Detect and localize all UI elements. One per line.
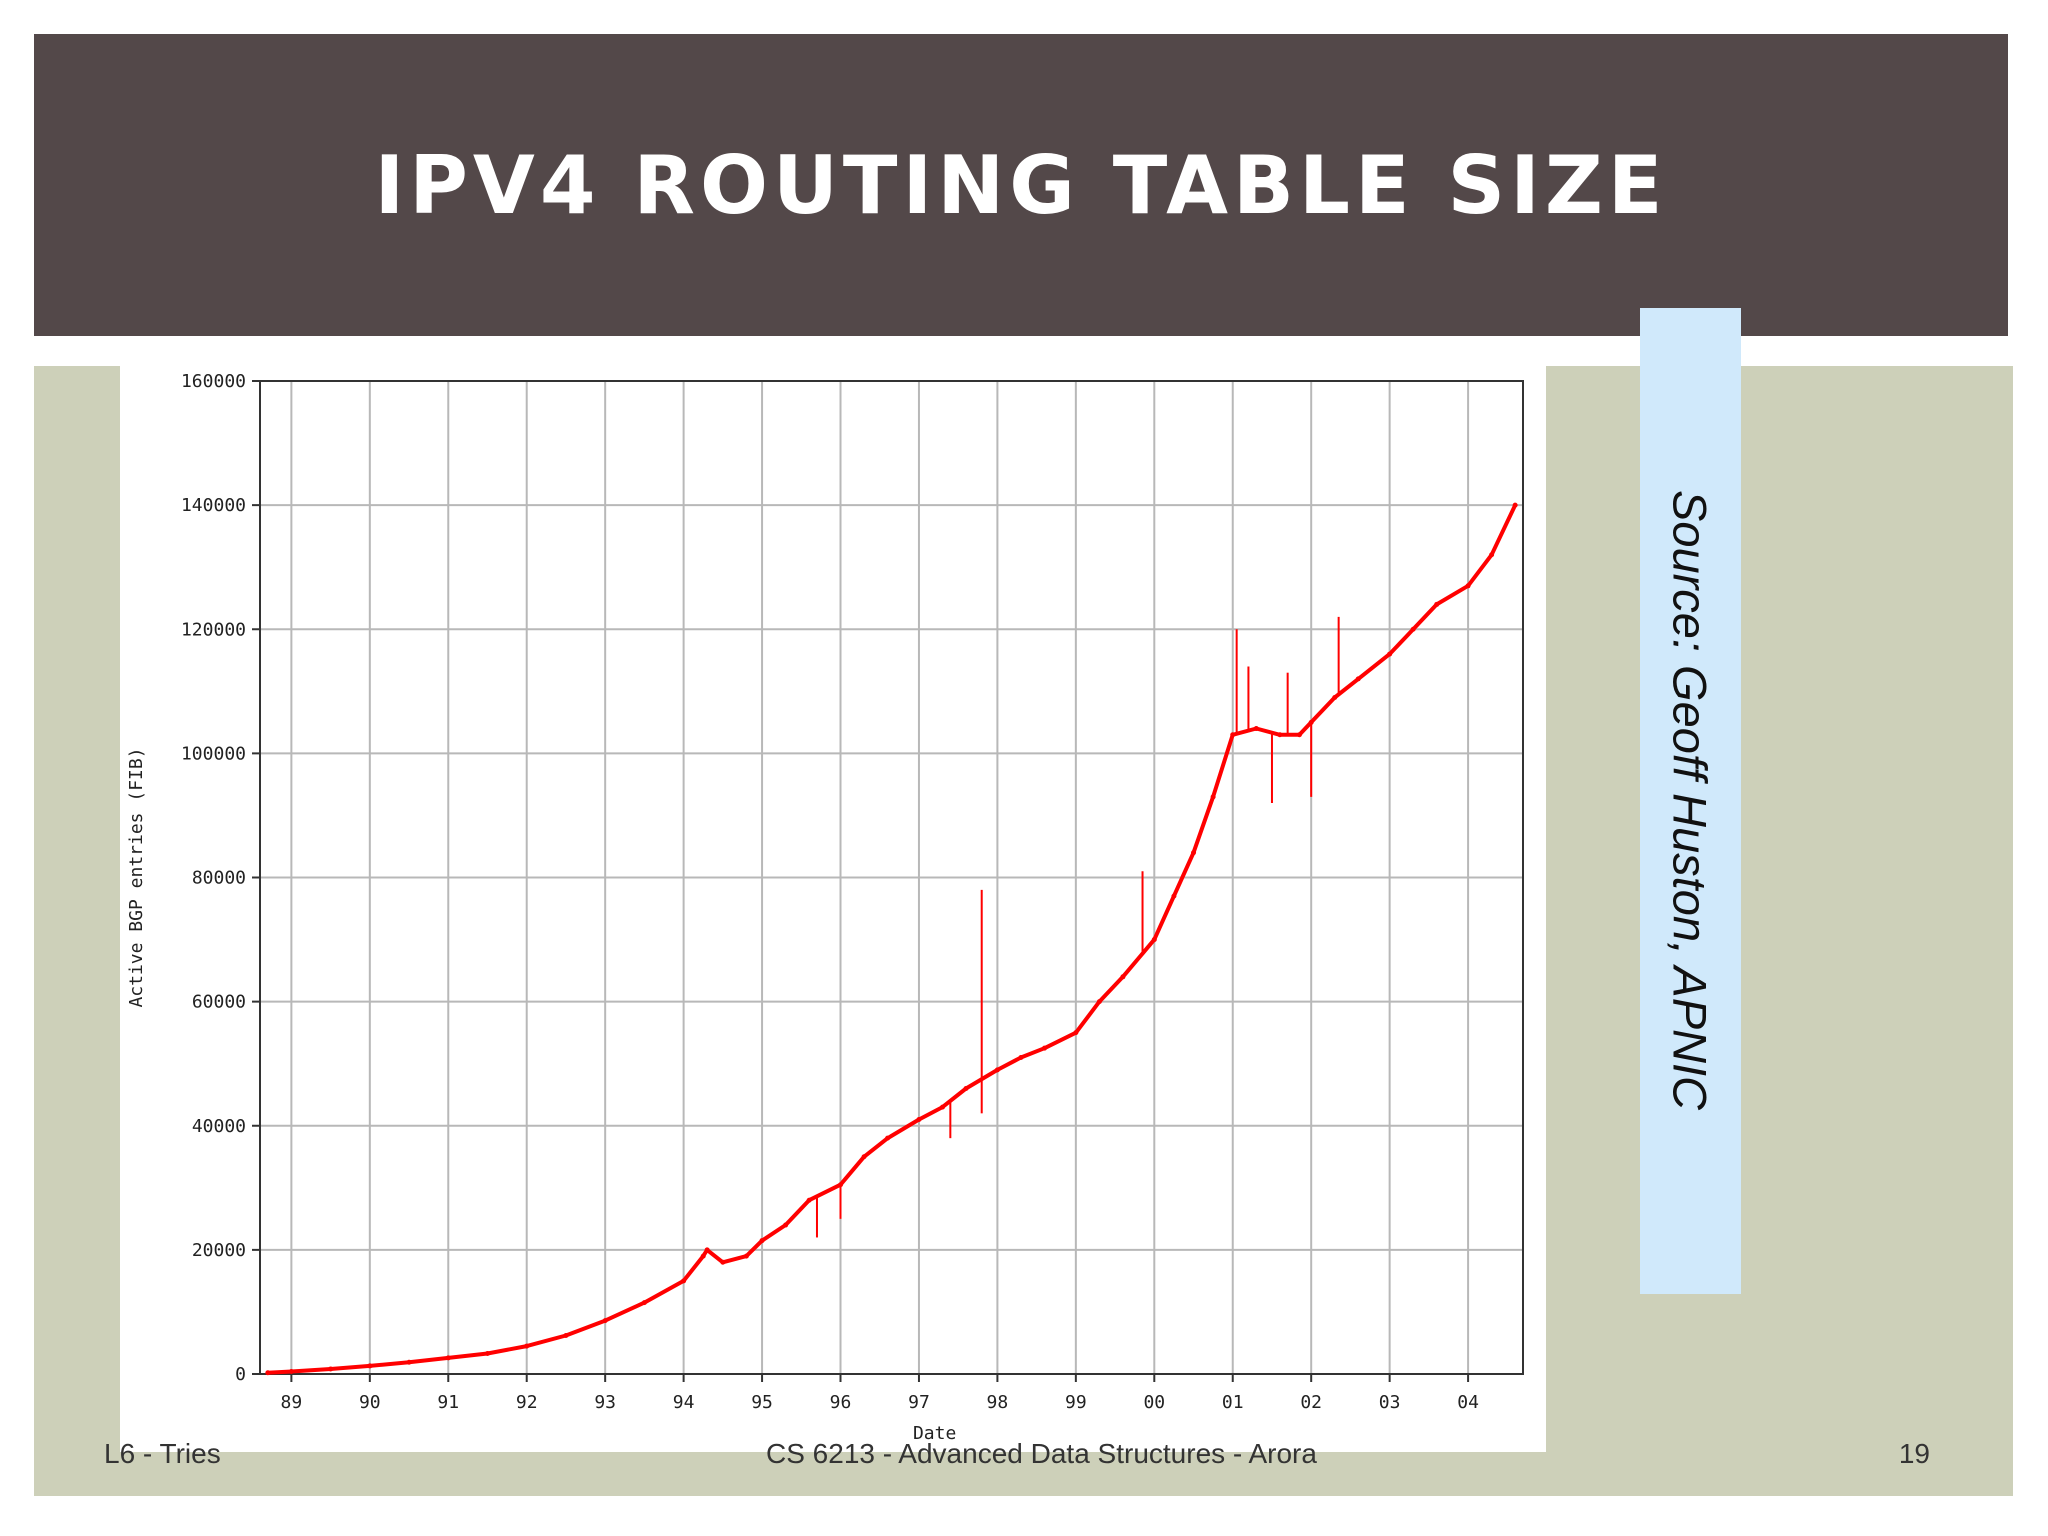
data-point xyxy=(994,1067,1000,1073)
x-tick-label: 95 xyxy=(751,1392,773,1413)
y-tick-label: 40000 xyxy=(192,1116,246,1137)
slide-title: IPV4 ROUTING TABLE SIZE xyxy=(374,138,1668,232)
data-point xyxy=(484,1351,490,1357)
data-point xyxy=(563,1333,569,1339)
x-tick-label: 03 xyxy=(1379,1392,1401,1413)
data-point xyxy=(704,1247,710,1253)
x-tick-label: 00 xyxy=(1143,1392,1165,1413)
data-point xyxy=(1171,893,1177,899)
data-point xyxy=(759,1238,765,1244)
data-point xyxy=(265,1370,271,1376)
data-point xyxy=(1151,937,1157,943)
data-point xyxy=(1332,695,1338,701)
data-point xyxy=(602,1318,608,1324)
data-point xyxy=(1489,552,1495,558)
data-point xyxy=(288,1369,294,1375)
x-tick-label: 92 xyxy=(516,1392,538,1413)
y-tick-label: 100000 xyxy=(181,743,246,764)
x-tick-label: 89 xyxy=(281,1392,303,1413)
data-point xyxy=(367,1363,373,1369)
x-tick-label: 04 xyxy=(1457,1392,1479,1413)
data-point xyxy=(1018,1054,1024,1060)
routing-table-chart: 89 90 91 92 93 94 95 96 97 98 99 00 01 02 03 04 0 20000 40… xyxy=(126,371,1524,1444)
data-point xyxy=(1410,626,1416,632)
data-point xyxy=(1355,676,1361,682)
source-box xyxy=(1640,308,1741,1294)
x-tick-label: 97 xyxy=(908,1392,930,1413)
data-point xyxy=(743,1253,749,1259)
chart-panel: 89 90 91 92 93 94 95 96 97 98 99 00 01 02 03 04 0 20000 40… xyxy=(120,366,1546,1452)
data-point xyxy=(1277,732,1283,738)
x-tick-label: 94 xyxy=(673,1392,695,1413)
data-point xyxy=(1120,974,1126,980)
data-point xyxy=(1512,502,1518,508)
data-point xyxy=(720,1259,726,1265)
data-point xyxy=(885,1135,891,1141)
title-band: IPV4 ROUTING TABLE SIZE xyxy=(34,34,2008,336)
data-point xyxy=(1230,732,1236,738)
data-point xyxy=(806,1197,812,1203)
x-tick-label: 96 xyxy=(830,1392,852,1413)
x-tick-label: 91 xyxy=(437,1392,459,1413)
data-point xyxy=(783,1222,789,1228)
x-axis-label: Date xyxy=(913,1423,956,1444)
data-point xyxy=(1434,601,1440,607)
x-tick-label: 01 xyxy=(1222,1392,1244,1413)
data-point xyxy=(963,1086,969,1092)
data-point xyxy=(1210,794,1216,800)
series-line xyxy=(267,504,1518,1375)
y-tick-label: 60000 xyxy=(192,992,246,1013)
x-tick-label: 99 xyxy=(1065,1392,1087,1413)
footer-page-number: 19 xyxy=(1898,1438,1930,1469)
data-point xyxy=(681,1278,687,1284)
y-tick-label: 0 xyxy=(235,1364,246,1385)
y-tick-label: 80000 xyxy=(192,868,246,889)
footer-course: CS 6213 - Advanced Data Structures - Aro… xyxy=(766,1438,1317,1469)
y-axis-label: Active BGP entries (FIB) xyxy=(126,747,147,1007)
data-point xyxy=(1296,732,1302,738)
data-point xyxy=(1191,850,1197,856)
data-point xyxy=(328,1366,334,1372)
y-tick-label: 160000 xyxy=(181,371,246,392)
data-point xyxy=(1465,583,1471,589)
x-tick-label: 93 xyxy=(594,1392,616,1413)
y-tick-label: 20000 xyxy=(192,1240,246,1261)
data-point xyxy=(1253,726,1259,732)
data-point xyxy=(641,1300,647,1306)
x-tick-label: 90 xyxy=(359,1392,381,1413)
data-point xyxy=(916,1117,922,1123)
data-point xyxy=(445,1355,451,1361)
data-point xyxy=(524,1343,530,1349)
data-point xyxy=(1073,1030,1079,1036)
data-point xyxy=(1041,1045,1047,1051)
x-tick-label: 02 xyxy=(1300,1392,1322,1413)
data-point xyxy=(700,1253,706,1259)
data-point xyxy=(1096,999,1102,1005)
data-point xyxy=(939,1104,945,1110)
y-tick-label: 120000 xyxy=(181,619,246,640)
source-credit: Source: Geoff Huston, APNIC xyxy=(1663,490,1717,1110)
y-tick-label: 140000 xyxy=(181,495,246,516)
footer-lecture: L6 - Tries xyxy=(104,1438,221,1469)
data-point xyxy=(406,1359,412,1365)
data-point xyxy=(1387,651,1393,657)
data-point xyxy=(861,1154,867,1160)
x-tick-label: 98 xyxy=(987,1392,1009,1413)
